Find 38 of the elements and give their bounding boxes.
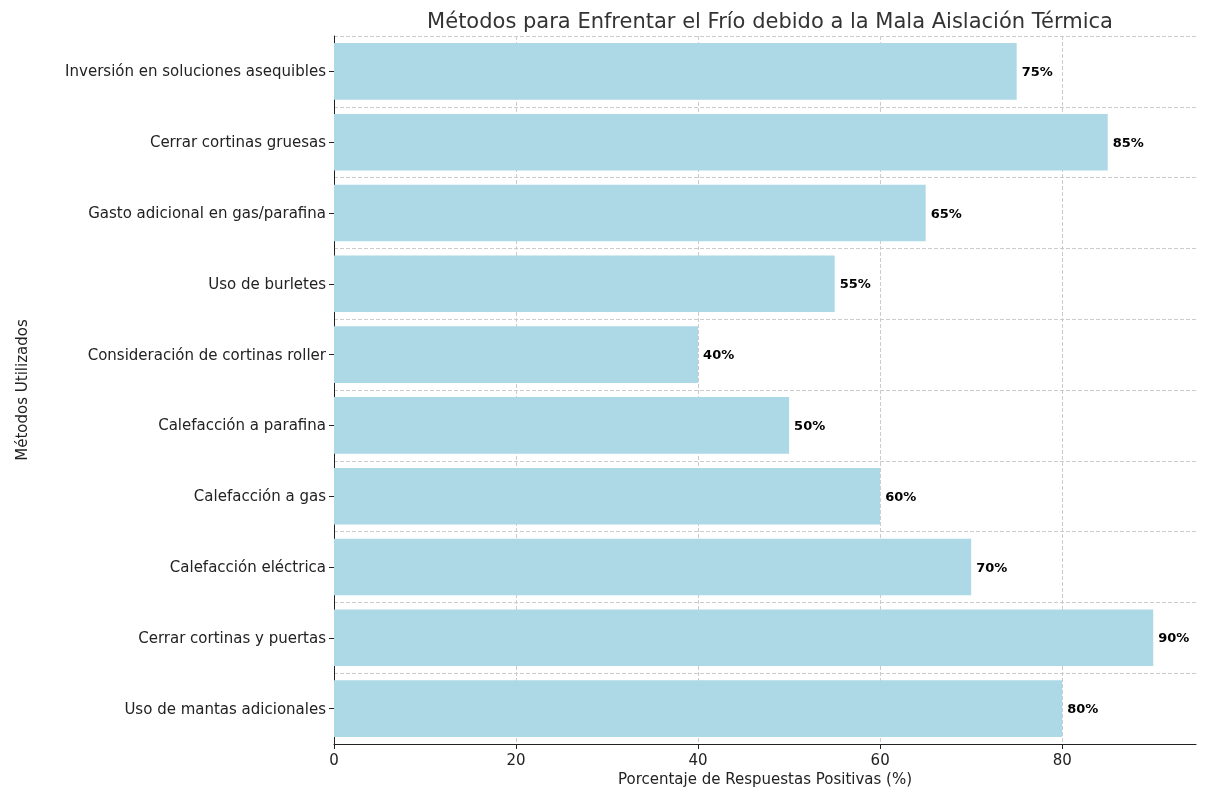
data-label: 60%: [885, 488, 917, 504]
data-label: 90%: [1158, 630, 1190, 646]
y-tick-label: Calefacción a parafina: [158, 416, 326, 435]
bar: [334, 113, 1108, 171]
x-tick-label: 40: [688, 750, 708, 769]
x-tick-label: 20: [506, 750, 526, 769]
x-axis-title: Porcentaje de Respuestas Positivas (%): [617, 770, 913, 789]
y-tick-label: Cerrar cortinas gruesas: [149, 133, 327, 152]
bar: [334, 467, 881, 525]
y-tick-label: Uso de mantas adicionales: [124, 699, 327, 718]
y-tick-label: Inversión en soluciones asequibles: [65, 62, 327, 81]
data-label: 80%: [1067, 701, 1099, 717]
bar: [334, 609, 1154, 667]
data-label: 65%: [930, 205, 962, 221]
bar: [334, 397, 790, 454]
x-tick-label: 60: [870, 750, 890, 769]
bar: [334, 326, 699, 383]
data-label: 55%: [839, 276, 871, 292]
bar: [334, 680, 1063, 737]
x-tick-label: 0: [329, 750, 339, 769]
bar: [334, 255, 835, 313]
y-tick-label: Consideración de cortinas roller: [87, 345, 327, 364]
data-label: 85%: [1112, 134, 1144, 150]
data-label: 50%: [794, 417, 826, 433]
data-label: 40%: [703, 347, 735, 363]
y-tick-label: Uso de burletes: [208, 274, 327, 293]
y-tick-label: Calefacción a gas: [193, 487, 327, 506]
y-tick-label: Calefacción eléctrica: [169, 558, 326, 576]
chart-title: Métodos para Enfrentar el Frío debido a la Mala Aislación Térmica: [427, 8, 1113, 33]
x-tick-label: 80: [1052, 750, 1072, 769]
bar: [334, 43, 1017, 100]
data-label: 75%: [1021, 63, 1053, 79]
y-axis-title: Métodos Utilizados: [12, 319, 31, 461]
bar: [334, 538, 972, 596]
bar: [334, 184, 926, 242]
y-tick-label: Gasto adicional en gas/parafina: [88, 204, 326, 222]
data-label: 70%: [976, 559, 1008, 575]
y-tick-label: Cerrar cortinas y puertas: [138, 628, 327, 647]
